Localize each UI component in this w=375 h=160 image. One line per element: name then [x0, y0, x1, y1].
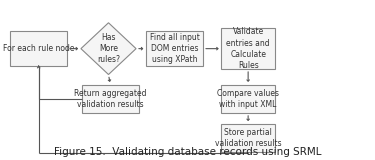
Text: Return aggregated
validation results: Return aggregated validation results — [74, 89, 147, 109]
Text: Store partial
validation results: Store partial validation results — [215, 128, 282, 148]
FancyBboxPatch shape — [146, 31, 203, 66]
Text: Validate
entries and
Calculate
Rules: Validate entries and Calculate Rules — [226, 28, 270, 70]
FancyBboxPatch shape — [10, 31, 67, 66]
Text: Find all input
DOM entries
using XPath: Find all input DOM entries using XPath — [150, 33, 200, 64]
FancyBboxPatch shape — [222, 85, 275, 113]
FancyBboxPatch shape — [222, 124, 275, 152]
Text: Figure 15.  Validating database records using SRML: Figure 15. Validating database records u… — [54, 147, 321, 157]
Text: For each rule node: For each rule node — [3, 44, 74, 53]
Polygon shape — [81, 23, 136, 75]
FancyBboxPatch shape — [222, 28, 275, 69]
Text: Has
More
rules?: Has More rules? — [97, 33, 120, 64]
Text: Compare values
with input XML: Compare values with input XML — [217, 89, 279, 109]
FancyBboxPatch shape — [82, 85, 139, 113]
